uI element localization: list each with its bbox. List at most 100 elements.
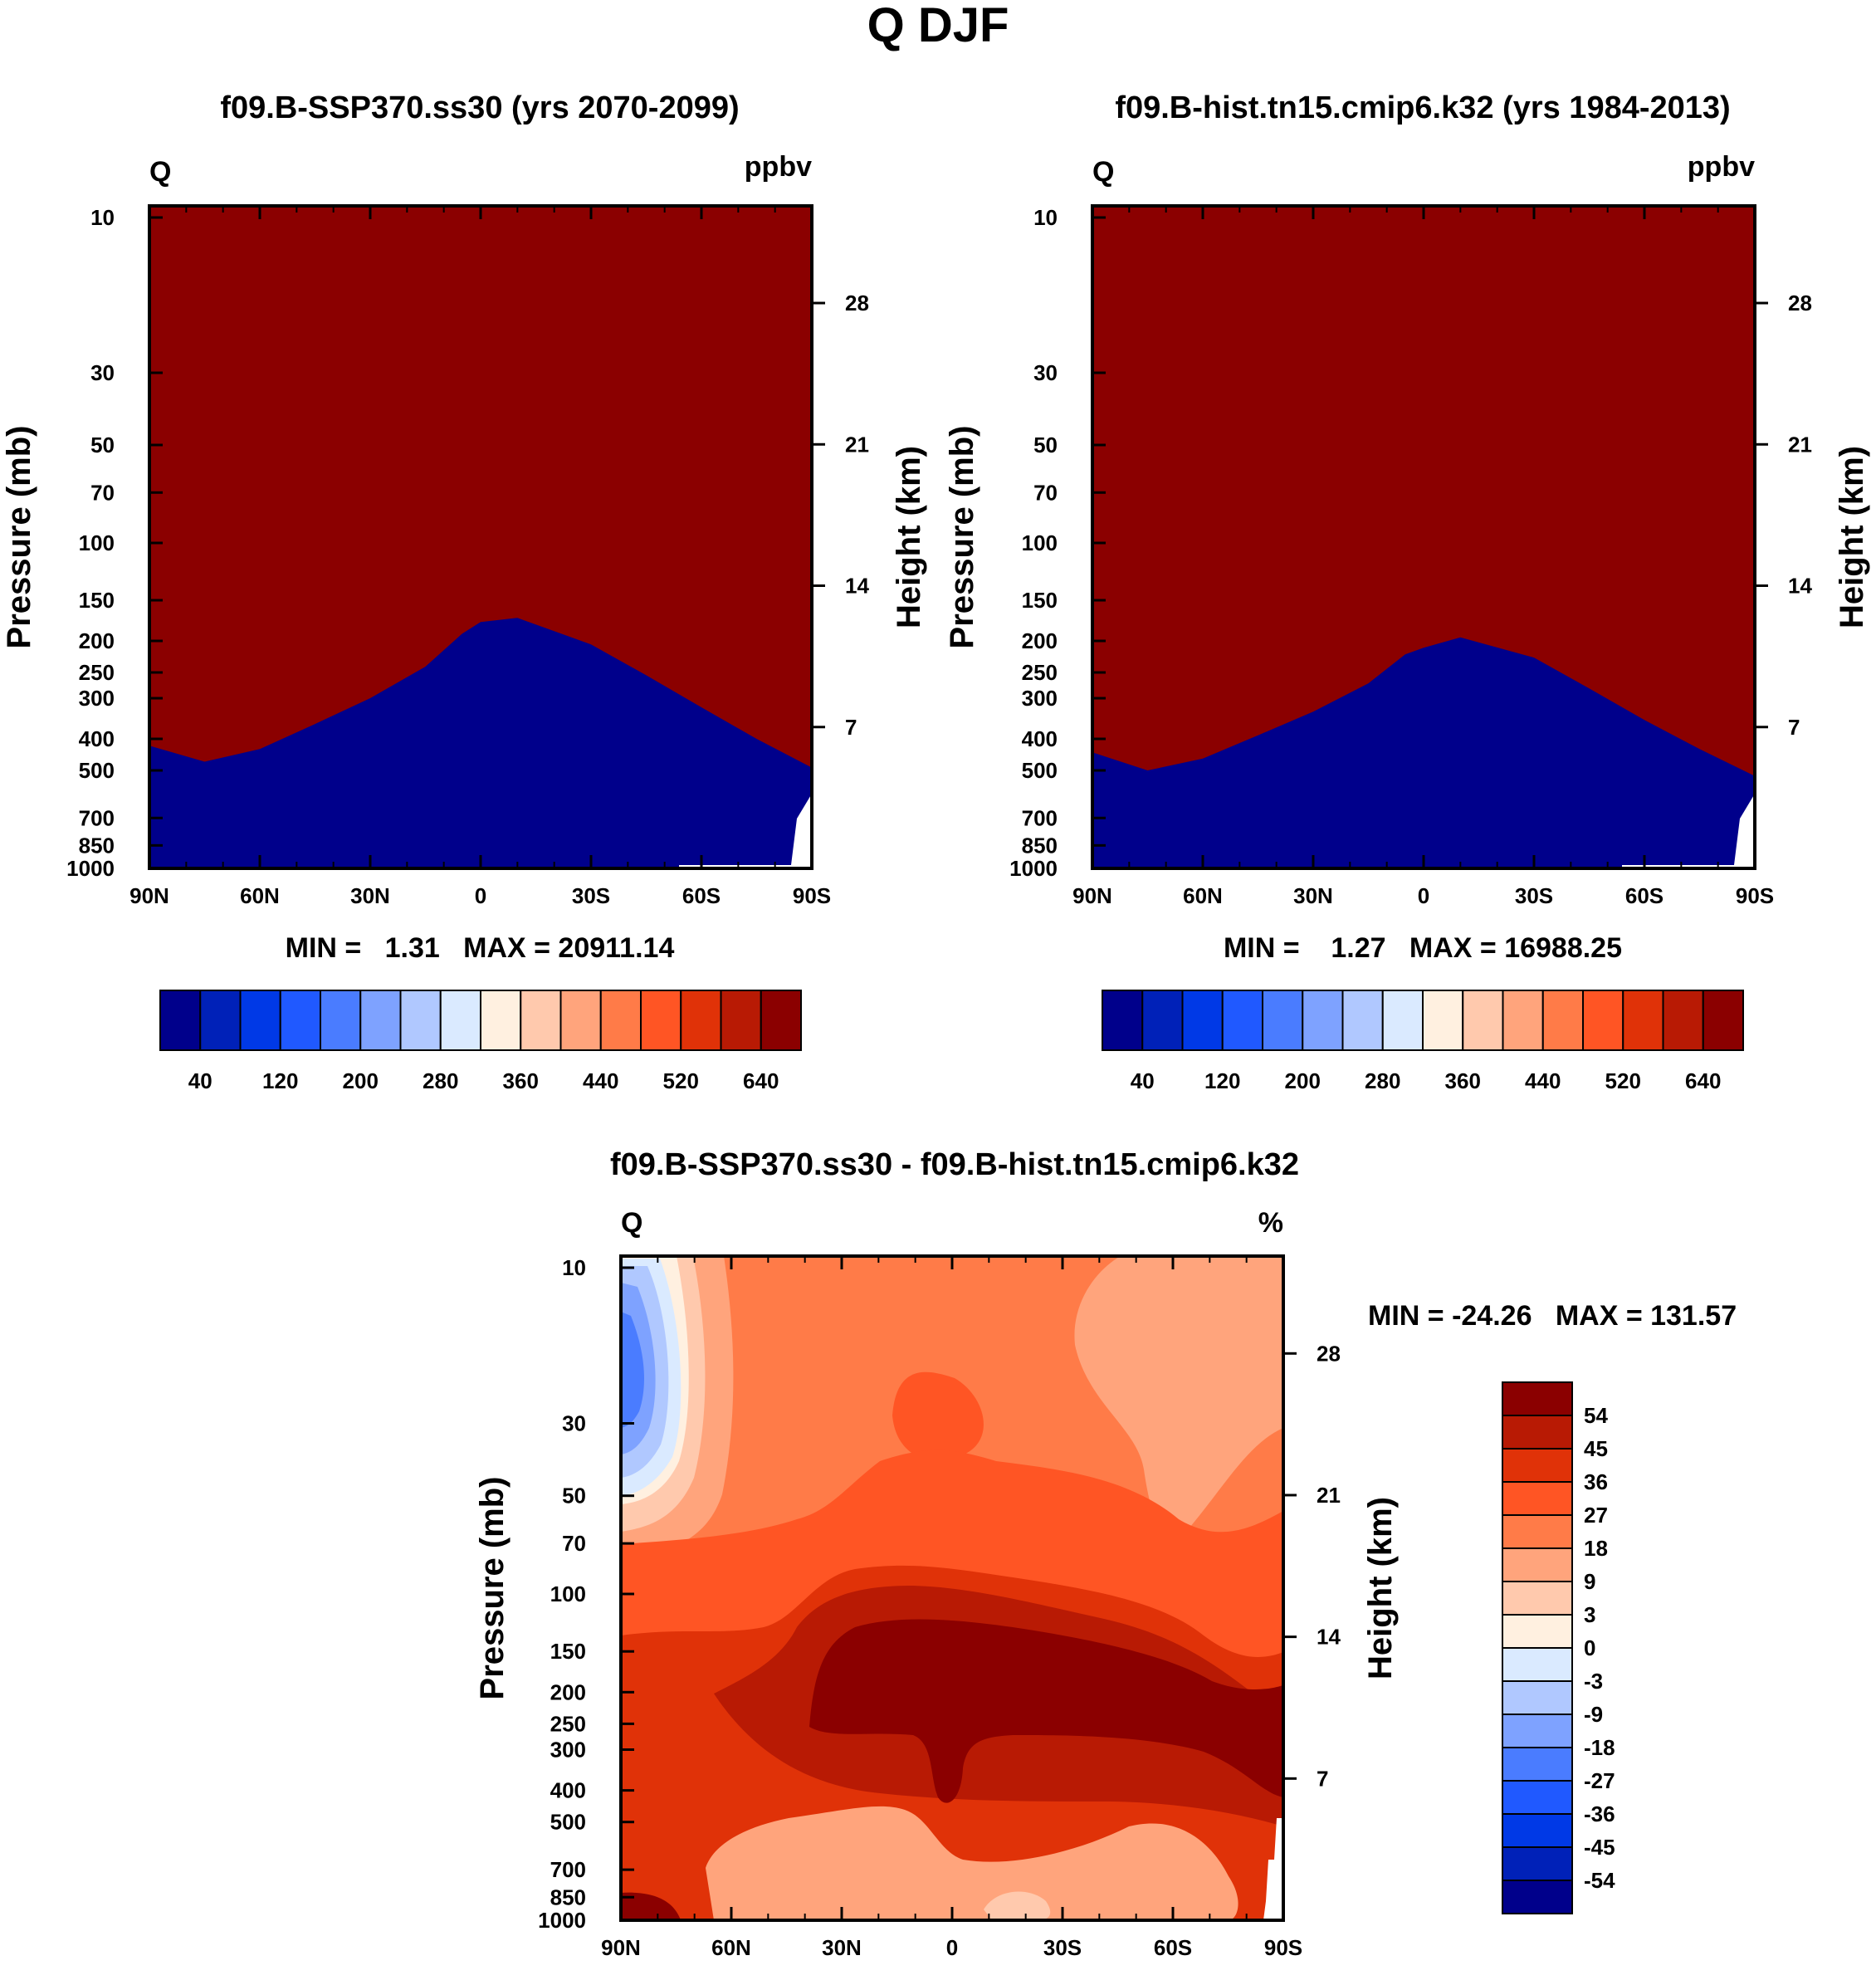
colorbar-tick-label: 40 [188, 1068, 213, 1093]
diff-9-right-top [1074, 1256, 1283, 1542]
colorbar-box [1702, 990, 1744, 1051]
y-tick-label: 200 [550, 1679, 586, 1704]
colorbar-tick-label: 3 [1584, 1602, 1595, 1627]
y-tick-label: 300 [1022, 686, 1058, 711]
colorbar-tick-label: 120 [262, 1068, 298, 1093]
panel-2-stats: MIN = 1.27 MAX = 16988.25 [1224, 932, 1622, 964]
panel-3-units-label: % [1258, 1207, 1283, 1239]
panel-1-units-label: ppbv [745, 151, 812, 183]
panel-1-title: f09.B-SSP370.ss30 (yrs 2070-2099) [220, 90, 739, 125]
colorbar-box [1462, 990, 1504, 1051]
y-tick-label: 500 [79, 758, 115, 783]
y-tick-label: 200 [79, 628, 115, 653]
y-tick-label: 200 [1022, 628, 1058, 653]
y-tick-label: 700 [79, 805, 115, 830]
y-tick-label: 850 [550, 1885, 586, 1909]
panel-1-axes: 90N 60N 30N 0 30S 60S 90S 10 30 50 70 100 150 200 2503… [66, 205, 869, 908]
colorbar-box [640, 990, 682, 1051]
y-right-tick-label: 21 [1788, 432, 1812, 457]
y-tick-label: 850 [79, 833, 115, 858]
x-tick-label: 30N [350, 883, 390, 908]
y-tick-label: 50 [562, 1484, 586, 1508]
colorbar-tick-label: 9 [1584, 1569, 1595, 1594]
x-tick-label: 30N [1293, 883, 1333, 908]
y-tick-label: 70 [1033, 480, 1058, 505]
y-tick-label: 400 [79, 726, 115, 751]
main-title: Q DJF [867, 0, 1009, 52]
x-tick-label: 90S [793, 883, 831, 908]
y-tick-label: 300 [550, 1738, 586, 1762]
colorbar-box [1502, 1581, 1573, 1616]
colorbar-box [760, 990, 802, 1051]
colorbar-box [559, 990, 602, 1051]
colorbar-box [1622, 990, 1664, 1051]
colorbar-box [1141, 990, 1184, 1051]
panel-3-colorbar: 54 45 36 27 18 9 3 0 -3 -9 -18 -27 -36 -45 -54 [1502, 1381, 1615, 1914]
y-right-tick-label: 7 [1788, 715, 1800, 740]
colorbar-tick-label: 200 [1285, 1068, 1321, 1093]
x-tick-label: 0 [946, 1935, 958, 1960]
colorbar-tick-label: 0 [1584, 1635, 1595, 1660]
colorbar-tick-label: 440 [1525, 1068, 1561, 1093]
y-tick-label: 850 [1022, 833, 1058, 858]
diff-27-mid-blob [892, 1371, 984, 1461]
colorbar-box [1102, 990, 1144, 1051]
y-tick-label: 700 [1022, 805, 1058, 830]
panel-2-colorbar: 40 120 200 280 360 440 520 640 [1102, 990, 1744, 1093]
colorbar-tick-label: 120 [1204, 1068, 1240, 1093]
colorbar-box [1582, 990, 1624, 1051]
y-tick-label: 30 [1033, 360, 1058, 385]
panel-1-contour-fill [149, 206, 812, 868]
colorbar-box [1662, 990, 1704, 1051]
x-tick-label: 90N [129, 883, 169, 908]
y-tick-label: 500 [1022, 758, 1058, 783]
colorbar-tick-label: 27 [1584, 1503, 1608, 1528]
y-tick-label: 70 [562, 1531, 586, 1556]
x-tick-label: 90S [1736, 883, 1774, 908]
panel-2-axes: 90N 60N 30N 0 30S 60S 90S 10 30 50 70 100 150 200 2503… [1009, 205, 1812, 908]
panel-1-colorbar: 40 120 200 280 360 440 520 640 [159, 990, 802, 1093]
y-tick-label: 100 [1022, 530, 1058, 555]
x-tick-label: 90N [601, 1935, 641, 1960]
y-tick-label: 150 [1022, 588, 1058, 613]
colorbar-box [480, 990, 522, 1051]
y-right-tick-label: 21 [845, 432, 869, 457]
diff-54-core [809, 1619, 1283, 1803]
colorbar-tick-label: 360 [503, 1068, 539, 1093]
panel-3: f09.B-SSP370.ss30 - f09.B-hist.tn15.cmip… [474, 1147, 1737, 1960]
colorbar-box [1302, 990, 1344, 1051]
panel-1-variable-label: Q [149, 156, 171, 188]
colorbar-box [1502, 1714, 1573, 1748]
y-tick-label: 400 [550, 1778, 586, 1803]
colorbar-box [1502, 1747, 1573, 1782]
colorbar-tick-label: 520 [1605, 1068, 1641, 1093]
colorbar-tick-label: 520 [663, 1068, 699, 1093]
diff-missing-bottom-right [1263, 1818, 1283, 1920]
y-tick-label: 30 [90, 360, 115, 385]
panel-3-axes: 90N 60N 30N 0 30S 60S 90S 10 30 50 70 100 150 200 2503… [538, 1255, 1341, 1960]
colorbar-tick-label: 45 [1584, 1436, 1608, 1461]
y-tick-label: 700 [550, 1857, 586, 1882]
diff-54-bottom-left [621, 1892, 681, 1920]
colorbar-box [1502, 1846, 1573, 1881]
colorbar-box [1502, 1780, 1573, 1815]
colorbar-box [1502, 1448, 1573, 1483]
y-tick-label: 150 [550, 1639, 586, 1664]
x-tick-label: 60N [240, 883, 280, 908]
y-tick-label: 400 [1022, 726, 1058, 751]
colorbar-box [1502, 1415, 1573, 1450]
colorbar-box [1502, 1547, 1573, 1582]
colorbar-box [1502, 1614, 1573, 1649]
x-tick-label: 30S [572, 883, 610, 908]
colorbar-box [1502, 1680, 1573, 1715]
panel-3-variable-label: Q [621, 1207, 642, 1239]
colorbar-tick-label: -27 [1584, 1768, 1615, 1793]
panel-3-y-axis-label: Pressure (mb) [474, 1477, 511, 1700]
colorbar-box [159, 990, 202, 1051]
colorbar-box [439, 990, 481, 1051]
colorbar-tick-label: -9 [1584, 1702, 1603, 1727]
panel-1-y-axis-right-label: Height (km) [891, 446, 927, 628]
colorbar-box [1221, 990, 1263, 1051]
colorbar-tick-label: 40 [1131, 1068, 1155, 1093]
